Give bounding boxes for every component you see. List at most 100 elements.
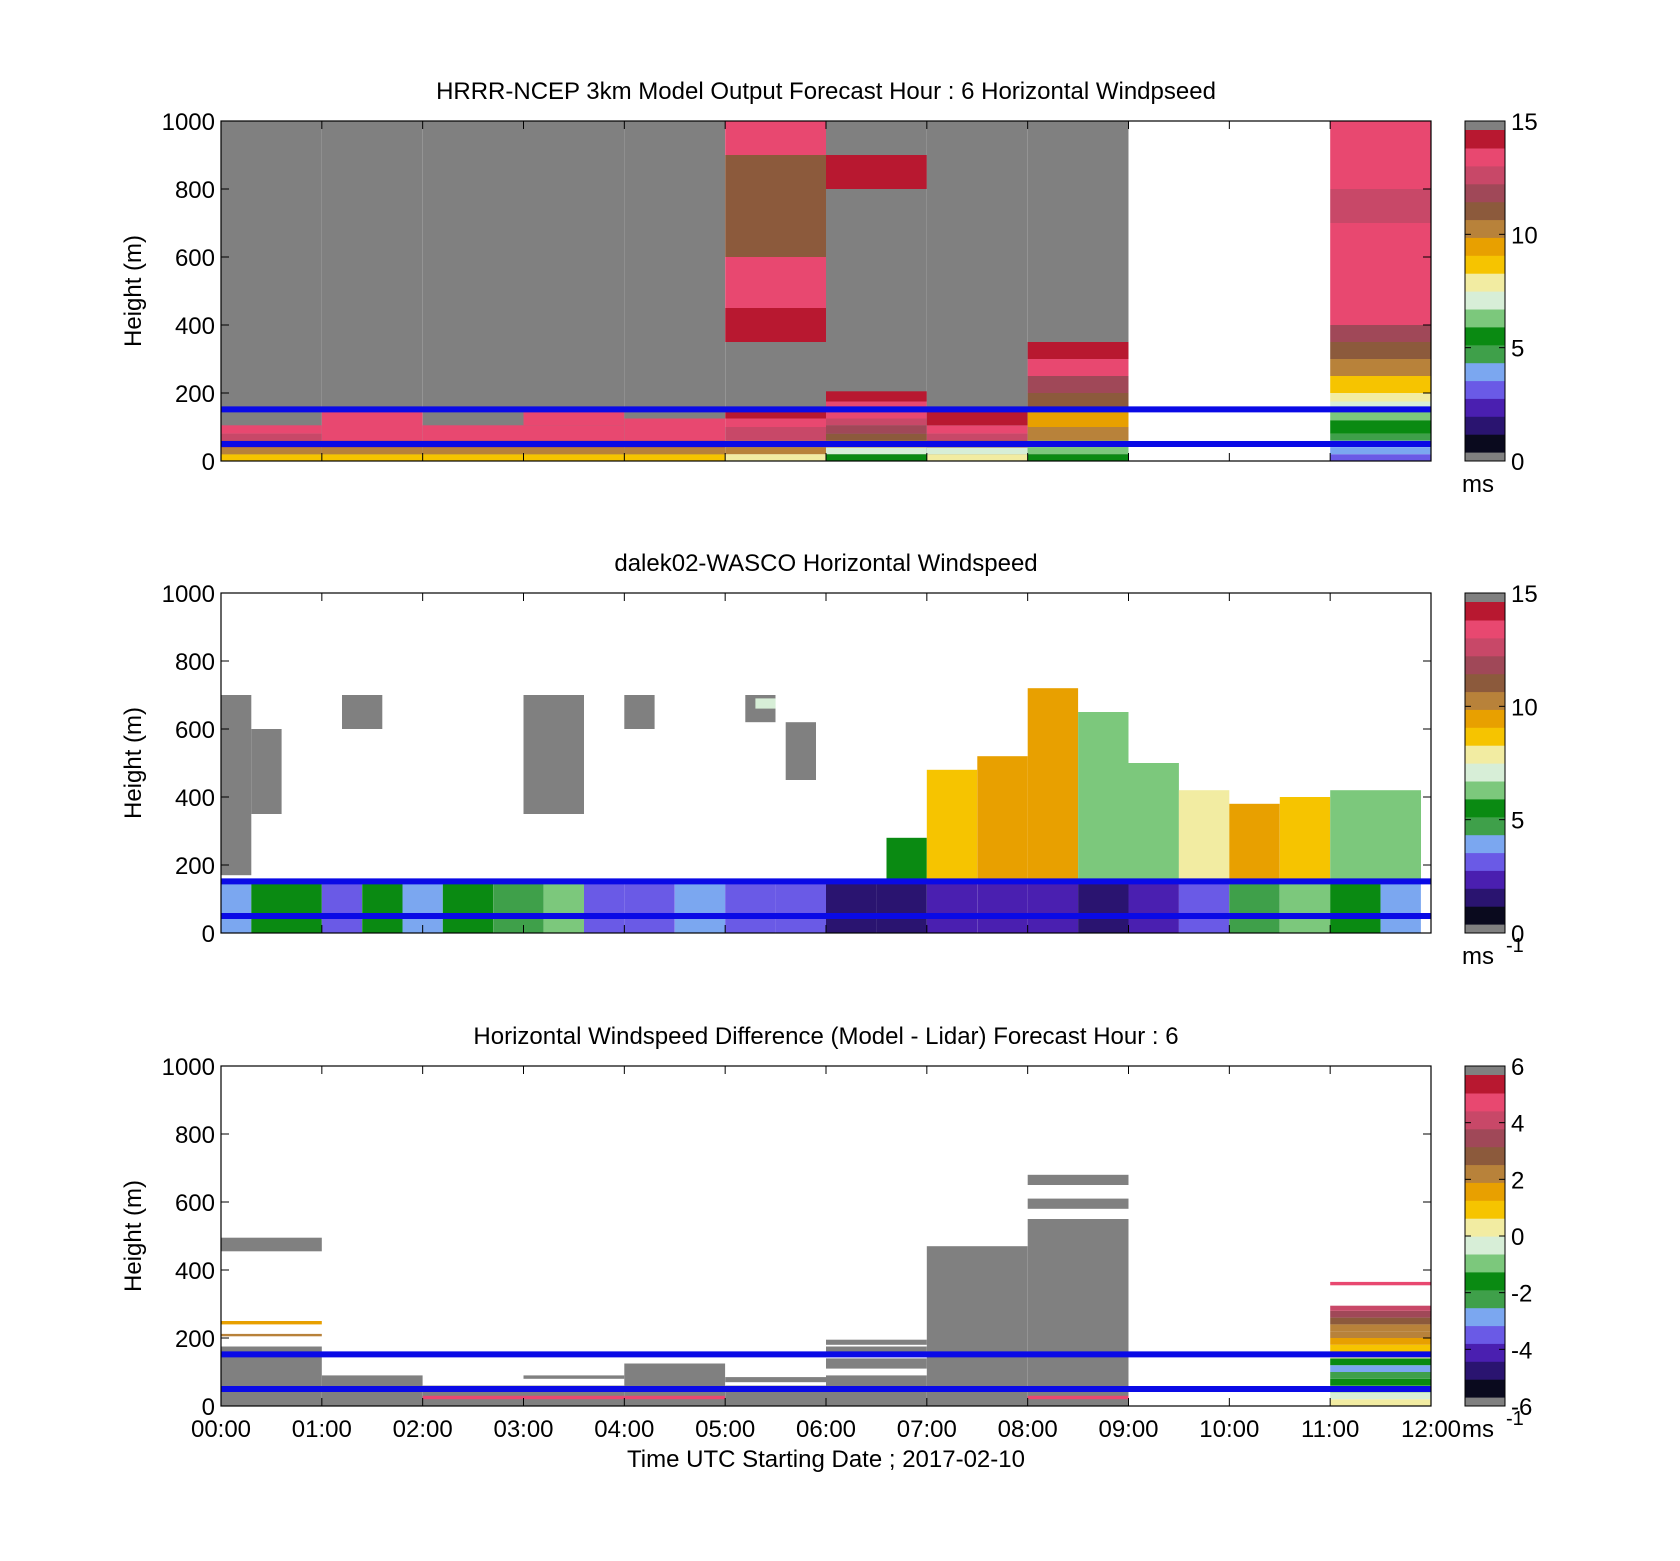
colorbar-swatch [1465, 219, 1505, 238]
colorbar-tick-label: 0 [1511, 921, 1524, 948]
colorbar-frame [1464, 592, 1506, 934]
panel-2-cell [1279, 882, 1331, 933]
panel-2-cell [251, 882, 282, 933]
panel-3-cell [1330, 1317, 1431, 1325]
colorbar-cap-bottom [1465, 924, 1505, 933]
panel-2-cell [624, 882, 675, 933]
panel-1-cell [1330, 393, 1431, 402]
panel-1-cell [1027, 342, 1129, 359]
panel-1-cell [725, 410, 826, 419]
colorbar-frame [1464, 120, 1506, 462]
panel-1-cell [221, 454, 322, 461]
y-tick-label: 200 [175, 1326, 215, 1353]
colorbar-swatch [1465, 1128, 1505, 1148]
panel-1-cell [725, 121, 826, 155]
panel-1-cell [1330, 433, 1431, 441]
y-tick-label: 800 [175, 649, 215, 676]
panel-1-cell [1027, 359, 1129, 376]
colorbar-cap-top [1465, 593, 1505, 602]
colorbar-swatch [1465, 237, 1505, 256]
panel-1-cell [321, 447, 423, 455]
panel-2-cell [1178, 882, 1230, 933]
panel-1-cell [321, 454, 423, 461]
colorbar-swatch [1465, 709, 1505, 728]
y-tick-label: 400 [175, 1258, 215, 1285]
y-tick-label: 800 [175, 177, 215, 204]
colorbar-cap-top [1465, 121, 1505, 130]
panel-2-cell [826, 882, 877, 933]
panel-2-cell [1279, 797, 1331, 882]
panel-1-cell [422, 121, 524, 461]
panel-1-cell [1330, 401, 1431, 410]
panel-3-cell [826, 1346, 927, 1352]
panel-3-cell [1027, 1198, 1129, 1209]
panel-3-cell [1027, 1174, 1129, 1185]
colorbar-tick-label: 15 [1511, 109, 1538, 136]
panel-2-cell [1078, 882, 1129, 933]
colorbar-swatch [1465, 1343, 1505, 1362]
panel-3-title: Horizontal Windspeed Difference (Model -… [473, 1023, 1178, 1050]
panel-1-cell [321, 121, 423, 461]
x-tick-label: 04:00 [594, 1416, 654, 1443]
panel-1-title: HRRR-NCEP 3km Model Output Forecast Hour… [436, 78, 1216, 105]
colorbar-unit-label: ms [1462, 471, 1494, 498]
colorbar-tick-label: 4 [1511, 1111, 1524, 1138]
panel-1-cell [725, 155, 826, 257]
panel-2-cell [674, 882, 726, 933]
y-tick-label: 0 [202, 1394, 215, 1421]
panel-3-cell [826, 1358, 927, 1369]
panel-1-cell [725, 447, 826, 455]
colorbar-swatch [1465, 344, 1505, 364]
panel-1-cell [1027, 410, 1129, 427]
panel-3-cell [1330, 1358, 1431, 1366]
panel-1-cell [1330, 291, 1431, 308]
colorbar-swatch [1465, 183, 1505, 203]
panel-1-cell [1330, 359, 1431, 376]
panel-1-cell [725, 342, 826, 410]
panel-2-cell [362, 882, 403, 933]
panel-2-cell [886, 837, 927, 882]
colorbar-tick-label: 5 [1511, 336, 1524, 363]
x-tick-label: 09:00 [1098, 1416, 1158, 1443]
panel-2-cell [1128, 763, 1179, 882]
x-tick-label: 02:00 [393, 1416, 453, 1443]
panel-1-cell [1330, 447, 1431, 455]
panel-1-cell [1027, 376, 1129, 393]
panel-2-cell [926, 769, 978, 882]
panel-2-cell [775, 882, 826, 933]
panel-1-cell [221, 425, 322, 434]
colorbar-swatch [1465, 1325, 1505, 1344]
panel-2-cell [221, 695, 252, 876]
panel-3-cell [1330, 1310, 1431, 1318]
panel-1-cell [826, 447, 927, 455]
colorbar-unit-label: ms [1462, 943, 1494, 970]
panel-1-cell [624, 454, 726, 461]
panel-1-cell [826, 425, 927, 434]
y-tick-label: 0 [202, 921, 215, 948]
panel-3-cell [624, 1363, 726, 1406]
panel-1-cell [1330, 257, 1431, 291]
colorbar-swatch [1465, 147, 1505, 167]
panel-3-cell [523, 1395, 625, 1400]
colorbar-swatch [1465, 1110, 1505, 1130]
panel-2-cell [1027, 882, 1079, 933]
colorbar-swatch [1465, 816, 1505, 836]
colorbar-swatch [1465, 637, 1505, 657]
colorbar-swatch [1465, 1379, 1505, 1398]
panel-1-cell [1027, 393, 1129, 410]
panel-2-cell [1229, 803, 1280, 882]
panel-2-cell [1027, 688, 1079, 882]
colorbar-swatch [1465, 130, 1505, 149]
panel-1-y-axis-label: Height (m) [120, 235, 147, 347]
colorbar-swatch [1465, 1236, 1505, 1255]
panel-1-cell [221, 447, 322, 455]
panel-1-cell [926, 454, 1028, 461]
colorbar-swatch [1465, 1200, 1505, 1219]
panel-3-cell [1027, 1219, 1129, 1406]
panel-3-cell [221, 1321, 322, 1325]
y-tick-label: 200 [175, 381, 215, 408]
colorbar-tick-label: 10 [1511, 694, 1538, 721]
panel-1-cell [321, 410, 423, 427]
panel-1-cell [926, 410, 1028, 426]
